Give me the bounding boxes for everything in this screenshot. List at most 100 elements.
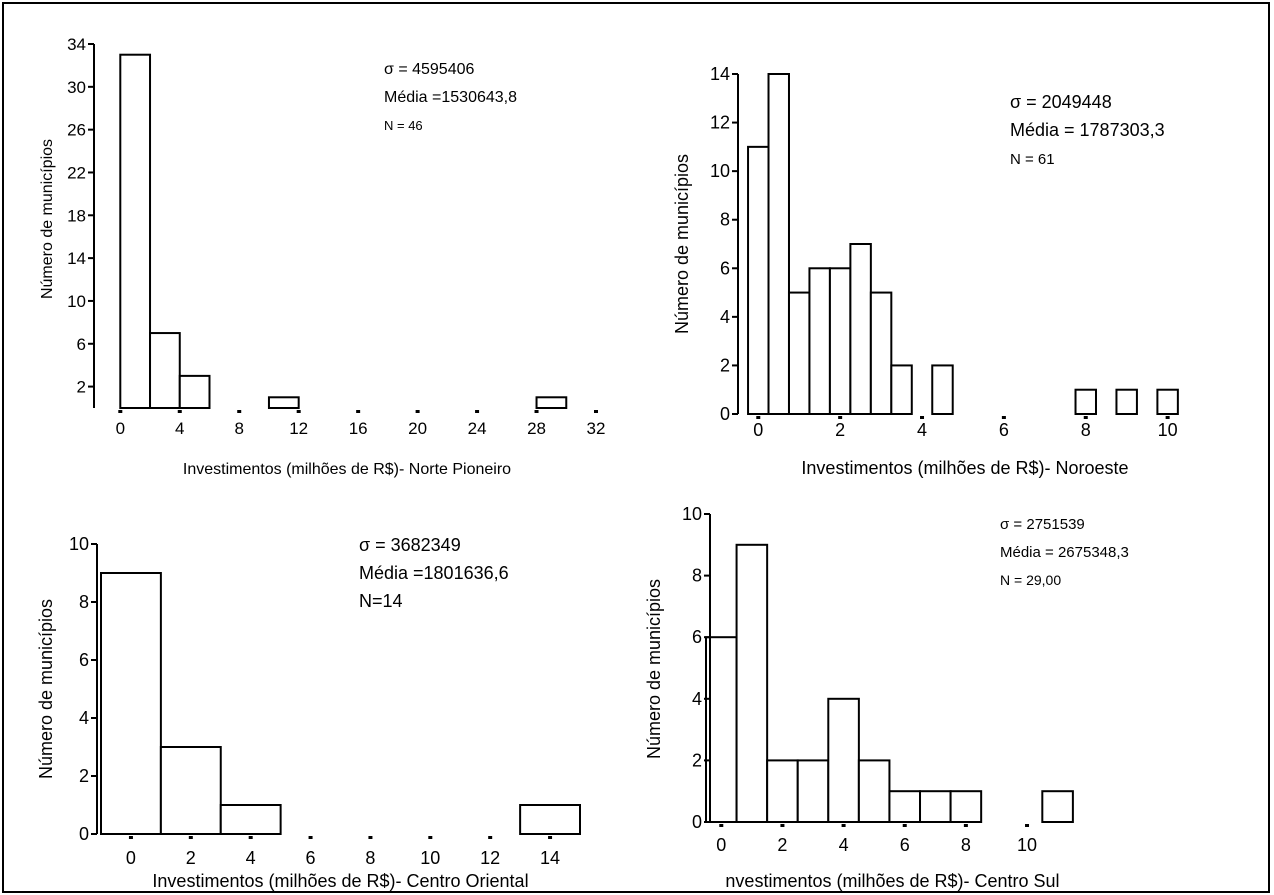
- stat-annotation: N = 61: [1010, 151, 1055, 168]
- x-tick: [841, 824, 846, 827]
- x-tick: [1083, 416, 1088, 419]
- x-tick-label: 10: [1158, 420, 1178, 440]
- y-axis-label: Número de municípios: [644, 579, 664, 759]
- x-tick-label: 4: [246, 848, 256, 868]
- histogram-bar: [1041, 790, 1074, 824]
- y-tick-label: 2: [720, 355, 730, 375]
- y-tick-label: 2: [79, 766, 89, 786]
- stat-annotation: Média =1530643,8: [384, 89, 517, 106]
- y-axis-label: Número de municípios: [36, 599, 56, 779]
- histogram-bar: [747, 145, 770, 415]
- x-tick: [428, 836, 433, 839]
- x-tick: [1001, 416, 1006, 419]
- histogram-bar: [267, 396, 300, 410]
- x-tick-label: 0: [126, 848, 136, 868]
- y-axis-label: Número de municípios: [39, 139, 56, 299]
- x-tick: [118, 410, 123, 413]
- y-tick-label: 30: [67, 78, 86, 97]
- y-tick-label: 4: [692, 689, 702, 709]
- histogram-bar: [787, 291, 811, 416]
- x-tick: [756, 416, 761, 419]
- histogram-bar: [808, 267, 831, 415]
- histogram-bar: [735, 543, 769, 824]
- x-tick: [963, 824, 968, 827]
- y-tick-label: 6: [720, 258, 730, 278]
- histogram-bar: [119, 53, 152, 410]
- x-tick: [1025, 824, 1030, 827]
- y-tick-label: 8: [720, 210, 730, 230]
- stat-annotation: N = 29,00: [1000, 572, 1061, 588]
- x-tick-label: 0: [753, 420, 763, 440]
- histogram-bar: [869, 291, 893, 416]
- y-tick-label: 10: [682, 504, 702, 524]
- histogram-bar: [849, 243, 872, 415]
- x-tick-label: 6: [900, 835, 910, 855]
- y-tick-label: 8: [79, 592, 89, 612]
- histogram-bar: [919, 790, 952, 824]
- histogram-bar: [1115, 388, 1138, 416]
- histogram-bar: [219, 804, 282, 835]
- histogram-bar: [890, 364, 913, 415]
- x-tick-label: 0: [116, 419, 125, 438]
- y-tick-label: 6: [77, 335, 86, 354]
- x-tick-label: 24: [468, 419, 487, 438]
- y-tick-label: 18: [67, 206, 86, 225]
- x-tick: [902, 824, 907, 827]
- histogram-bar: [535, 396, 568, 410]
- y-tick-label: 10: [710, 161, 730, 181]
- y-axis-label: Número de municípios: [672, 154, 692, 334]
- y-tick-label: 8: [692, 566, 702, 586]
- x-tick: [415, 410, 420, 413]
- stat-annotation: σ = 2751539: [1000, 516, 1085, 533]
- x-axis-label: Investimentos (milhões de R$)- Norte Pio…: [183, 461, 511, 478]
- x-tick-label: 6: [999, 420, 1009, 440]
- x-tick: [188, 836, 193, 839]
- x-tick: [548, 836, 553, 839]
- y-tick-label: 34: [67, 35, 86, 54]
- x-tick-label: 8: [1081, 420, 1091, 440]
- x-tick-label: 8: [961, 835, 971, 855]
- x-tick-label: 14: [540, 848, 560, 868]
- x-tick: [177, 410, 182, 413]
- histogram-bar: [705, 636, 738, 823]
- y-tick-label: 0: [79, 824, 89, 844]
- y-tick-label: 14: [710, 64, 730, 84]
- x-axis-label: Investimentos (milhões de R$)- Centro Or…: [152, 871, 528, 891]
- x-tick: [1165, 416, 1170, 419]
- x-tick-label: 0: [716, 835, 726, 855]
- histogram-bar: [178, 374, 211, 409]
- x-tick-label: 8: [234, 419, 243, 438]
- histogram-noroeste: 0 2 4 6 8 10 12 14 0 2 4 6 8 10 Investimentos (milhões…: [672, 64, 1179, 478]
- histogram-centro-sul: 0 2 4 6 8 10 0 2 4 6 8 10 nvestimentos (milhões de R…: [644, 504, 1129, 891]
- stat-annotation: σ = 3682349: [359, 535, 461, 555]
- y-tick-label: 6: [79, 650, 89, 670]
- stat-annotation: Média = 2675348,3: [1000, 544, 1129, 561]
- y-tick-label: 2: [77, 378, 86, 397]
- x-tick-label: 12: [480, 848, 500, 868]
- stat-annotation: Média =1801636,6: [359, 563, 509, 583]
- histogram-centro-oriental: 0 2 4 6 8 10 0 2 4 6 8 10 12 14 Investimentos (milhões…: [36, 534, 581, 891]
- histogram-bar: [1156, 388, 1179, 416]
- y-tick-label: 10: [67, 292, 86, 311]
- histogram-bar: [796, 759, 830, 823]
- histogram-bar: [949, 790, 983, 824]
- x-tick-label: 6: [306, 848, 316, 868]
- x-tick: [780, 824, 785, 827]
- y-tick-label: 6: [692, 627, 702, 647]
- histogram-bar: [857, 759, 891, 823]
- histogram-bar: [767, 73, 790, 415]
- histogram-bar: [828, 267, 852, 415]
- stat-annotation: Média = 1787303,3: [1010, 120, 1165, 140]
- y-tick-label: 0: [692, 812, 702, 832]
- x-tick: [128, 836, 133, 839]
- x-tick-label: 8: [365, 848, 375, 868]
- x-tick: [594, 410, 598, 413]
- stat-annotation: N=14: [359, 591, 403, 611]
- y-tick-label: 2: [692, 750, 702, 770]
- x-tick-label: 2: [186, 848, 196, 868]
- y-tick-label: 4: [720, 307, 730, 327]
- x-tick-label: 4: [839, 835, 849, 855]
- x-tick-label: 2: [777, 835, 787, 855]
